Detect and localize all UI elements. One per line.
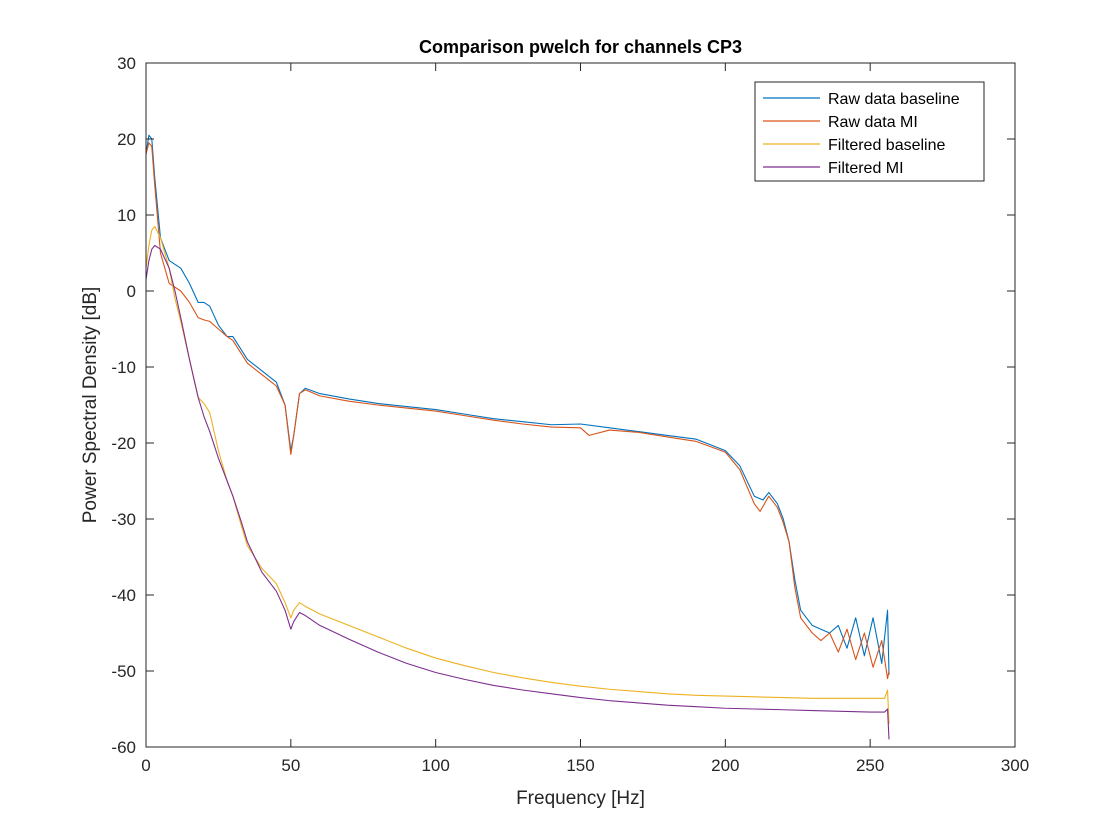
series-line-1 (145, 134, 890, 675)
x-tick-label: 200 (711, 756, 739, 775)
y-tick-label: 30 (117, 54, 136, 73)
x-tick-label: 50 (281, 756, 300, 775)
legend-entries: Raw data baseline Raw data MI Filtered bas… (763, 91, 960, 177)
y-tick-label: -30 (111, 510, 136, 529)
legend-label: Raw data baseline (828, 91, 960, 108)
x-axis-label: Frequency [Hz] (516, 788, 645, 809)
chart-title: Comparison pwelch for channels CP3 (419, 37, 742, 57)
y-tick-label: -50 (111, 662, 136, 681)
series-line-2 (145, 142, 890, 680)
x-tick-label: 250 (856, 756, 884, 775)
y-tick-label: -10 (111, 358, 136, 377)
legend-label: Filtered baseline (828, 137, 946, 154)
y-axis-label: Power Spectral Density [dB] (80, 287, 101, 524)
x-tick-label: 300 (1001, 756, 1029, 775)
y-axis-ticks: -60 -50 -40 -30 -20 -10 0 10 20 30 (111, 54, 1015, 757)
x-tick-label: 0 (141, 756, 150, 775)
y-tick-label: 10 (117, 206, 136, 225)
x-axis-ticks: 0 50 100 150 200 250 300 (141, 63, 1029, 775)
legend-label: Filtered MI (828, 160, 904, 177)
y-tick-label: -40 (111, 586, 136, 605)
x-tick-label: 150 (566, 756, 594, 775)
y-tick-label: -20 (111, 434, 136, 453)
legend-label: Raw data MI (828, 114, 918, 131)
y-tick-label: -60 (111, 738, 136, 757)
y-tick-label: 20 (117, 130, 136, 149)
x-tick-label: 100 (421, 756, 449, 775)
series-layer (145, 134, 890, 740)
series-line-4 (145, 244, 890, 740)
y-tick-label: 0 (127, 282, 136, 301)
legend: Raw data baseline Raw data MI Filtered bas… (754, 81, 985, 182)
